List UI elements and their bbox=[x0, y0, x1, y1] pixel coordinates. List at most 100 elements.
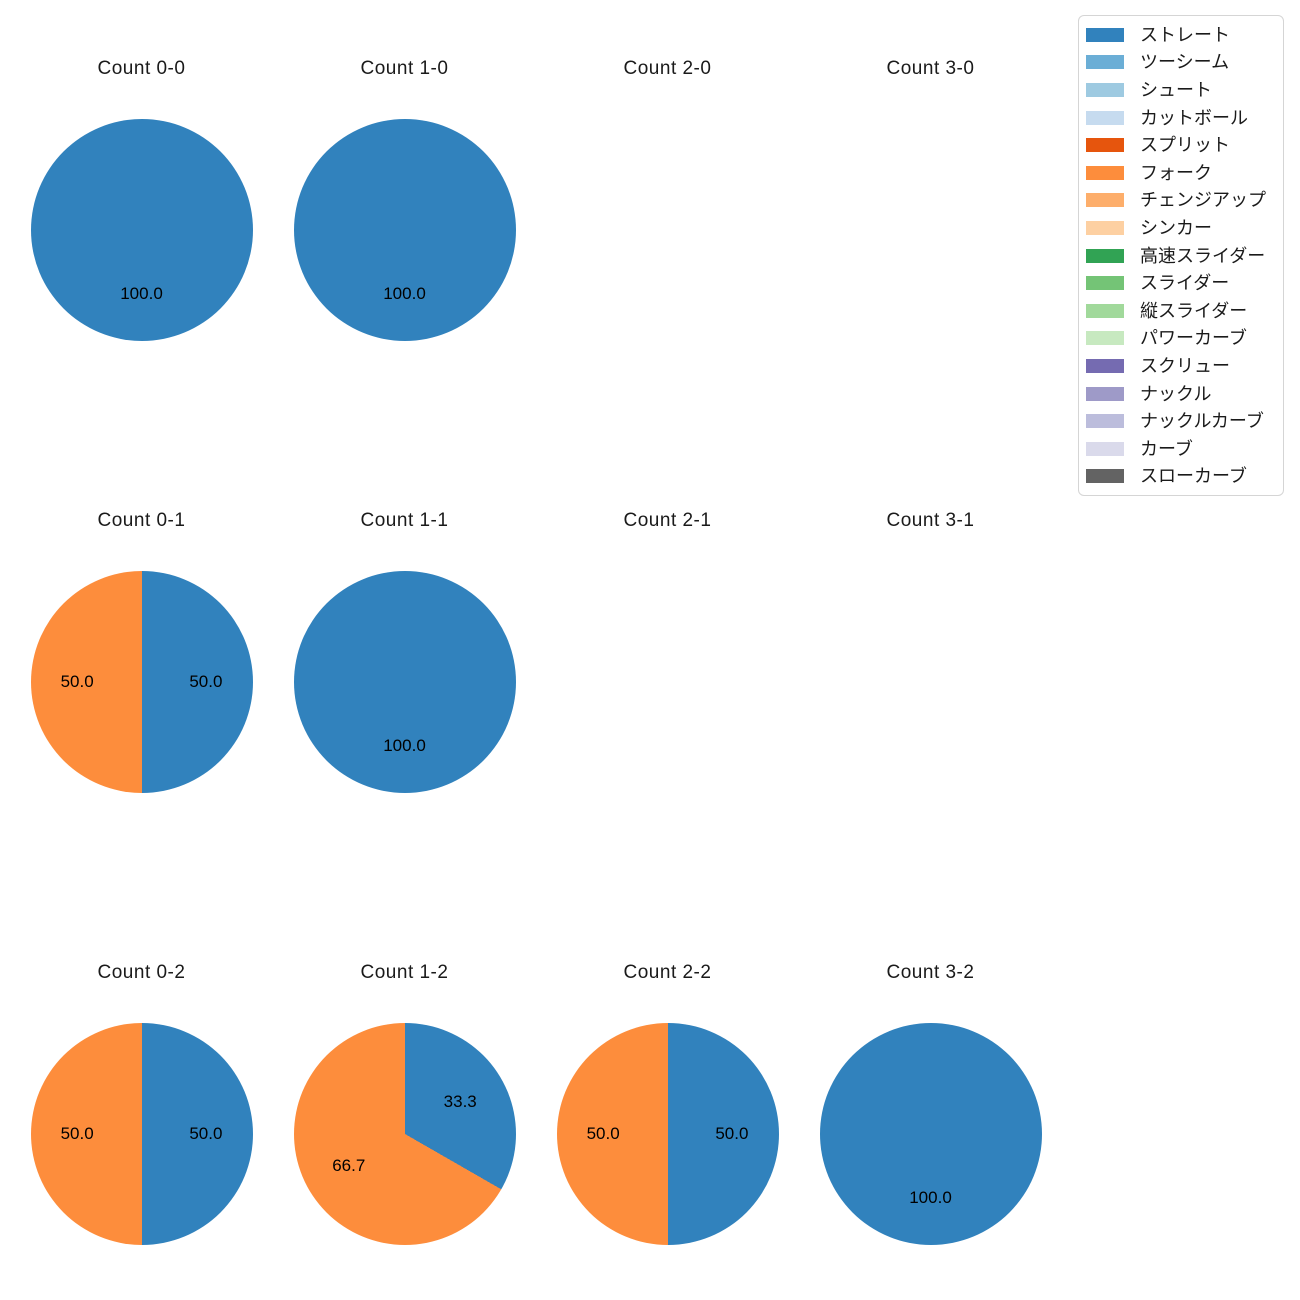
chart-title: Count 2-0 bbox=[623, 58, 712, 79]
pie-chart: 100.0 bbox=[819, 1023, 1042, 1245]
pie-slice-label: 50.0 bbox=[715, 1124, 749, 1143]
legend-item: シンカー bbox=[1086, 214, 1275, 242]
legend-item: カットボール bbox=[1086, 104, 1275, 132]
legend-label: スローカーブ bbox=[1140, 466, 1247, 487]
legend-label: ナックル bbox=[1140, 383, 1212, 404]
pie-slice-label: 66.7 bbox=[332, 1156, 366, 1176]
chart-title: Count 1-2 bbox=[360, 962, 449, 983]
chart-cell-count-3-2: Count 3-2 100.0 bbox=[799, 958, 1062, 1245]
chart-cell-count-1-2: Count 1-2 33.3 66.7 bbox=[273, 958, 536, 1245]
legend-label: ナックルカーブ bbox=[1140, 411, 1264, 432]
chart-title: Count 3-2 bbox=[886, 962, 975, 983]
chart-title: Count 3-1 bbox=[886, 510, 975, 531]
legend-item: カーブ bbox=[1086, 435, 1275, 463]
legend-swatch-icon bbox=[1086, 165, 1124, 180]
legend-item: ストレート bbox=[1086, 21, 1275, 49]
legend-swatch-icon bbox=[1086, 303, 1124, 318]
pie-slice-label: 100.0 bbox=[383, 284, 426, 304]
pie-circle bbox=[819, 1023, 1042, 1245]
pie-chart: 50.0 50.0 bbox=[30, 571, 253, 793]
chart-title: Count 3-0 bbox=[886, 58, 975, 79]
pie-chart: 50.0 50.0 bbox=[556, 1023, 779, 1245]
legend-label: ストレート bbox=[1140, 24, 1230, 45]
chart-title: Count 2-2 bbox=[623, 962, 712, 983]
pie-slice-label: 50.0 bbox=[189, 1124, 223, 1143]
legend-item: スプリット bbox=[1086, 131, 1275, 159]
legend-swatch-icon bbox=[1086, 55, 1124, 70]
legend-swatch-icon bbox=[1086, 276, 1124, 291]
chart-cell-count-0-2: Count 0-2 50.0 50.0 bbox=[10, 958, 273, 1245]
legend-item: スローカーブ bbox=[1086, 463, 1275, 491]
chart-title: Count 1-1 bbox=[360, 510, 449, 531]
legend-swatch-icon bbox=[1086, 386, 1124, 401]
legend-swatch-icon bbox=[1086, 193, 1124, 208]
pie-circle bbox=[556, 1023, 779, 1245]
legend-label: ツーシーム bbox=[1140, 52, 1230, 73]
chart-cell-count-0-0: Count 0-0 100.0 bbox=[10, 54, 273, 341]
legend-label: フォーク bbox=[1140, 162, 1212, 183]
pie-chart: 50.0 50.0 bbox=[30, 1023, 253, 1245]
legend-swatch-icon bbox=[1086, 331, 1124, 346]
legend-label: スプリット bbox=[1140, 135, 1230, 156]
legend-label: 高速スライダー bbox=[1140, 245, 1266, 266]
pie-slice-label: 33.3 bbox=[443, 1091, 477, 1111]
legend-label: スクリュー bbox=[1140, 355, 1230, 376]
pie-circle bbox=[293, 119, 516, 341]
chart-cell-count-1-1: Count 1-1 100.0 bbox=[273, 506, 536, 793]
pie-circle bbox=[293, 571, 516, 793]
chart-cell-count-2-2: Count 2-2 50.0 50.0 bbox=[536, 958, 799, 1245]
legend-swatch-icon bbox=[1086, 82, 1124, 97]
pie-chart: 33.3 66.7 bbox=[293, 1023, 516, 1245]
pie-slice-label: 50.0 bbox=[60, 1124, 94, 1143]
pie-circle bbox=[30, 571, 253, 793]
legend-label: 縦スライダー bbox=[1140, 300, 1248, 321]
legend-item: スクリュー bbox=[1086, 352, 1275, 380]
pie-slice-label: 50.0 bbox=[60, 672, 94, 691]
chart-cell-count-2-0: Count 2-0 bbox=[536, 54, 799, 84]
legend-item: ナックルカーブ bbox=[1086, 407, 1275, 435]
chart-title: Count 0-0 bbox=[97, 58, 186, 79]
legend-item: フォーク bbox=[1086, 159, 1275, 187]
pie-chart: 100.0 bbox=[30, 119, 253, 341]
legend-label: シンカー bbox=[1140, 217, 1212, 238]
pie-chart: 100.0 bbox=[293, 571, 516, 793]
chart-title: Count 2-1 bbox=[623, 510, 712, 531]
legend: ストレートツーシームシュートカットボール スプリットフォークチェンジアップ シンカー… bbox=[1078, 15, 1284, 497]
chart-title: Count 0-2 bbox=[97, 962, 186, 983]
legend-item: ツーシーム bbox=[1086, 49, 1275, 77]
chart-cell-count-3-0: Count 3-0 bbox=[799, 54, 1062, 84]
pie-chart: 100.0 bbox=[293, 119, 516, 341]
pie-slice-label: 50.0 bbox=[586, 1124, 620, 1143]
chart-title: Count 0-1 bbox=[97, 510, 186, 531]
legend-item: スライダー bbox=[1086, 269, 1275, 297]
legend-item: ナックル bbox=[1086, 380, 1275, 408]
legend-item: 縦スライダー bbox=[1086, 297, 1275, 325]
legend-label: スライダー bbox=[1140, 273, 1230, 294]
pie-slice-label: 100.0 bbox=[383, 736, 426, 756]
chart-cell-count-2-1: Count 2-1 bbox=[536, 506, 799, 536]
chart-cell-count-1-0: Count 1-0 100.0 bbox=[273, 54, 536, 341]
chart-title: Count 1-0 bbox=[360, 58, 449, 79]
legend-label: カットボール bbox=[1140, 107, 1248, 128]
legend-label: チェンジアップ bbox=[1140, 190, 1266, 211]
legend-swatch-icon bbox=[1086, 110, 1124, 125]
legend-label: パワーカーブ bbox=[1140, 328, 1247, 349]
pie-circle bbox=[30, 1023, 253, 1245]
pie-slice-label: 50.0 bbox=[189, 672, 223, 691]
legend-label: シュート bbox=[1140, 79, 1212, 100]
legend-swatch-icon bbox=[1086, 27, 1124, 42]
legend-swatch-icon bbox=[1086, 358, 1124, 373]
legend-label: カーブ bbox=[1140, 438, 1193, 459]
pie-slice-label: 100.0 bbox=[120, 284, 163, 304]
chart-cell-count-3-1: Count 3-1 bbox=[799, 506, 1062, 536]
legend-swatch-icon bbox=[1086, 469, 1124, 484]
legend-swatch-icon bbox=[1086, 248, 1124, 263]
pie-slice-label: 100.0 bbox=[909, 1188, 952, 1208]
legend-item: シュート bbox=[1086, 76, 1275, 104]
legend-item: チェンジアップ bbox=[1086, 187, 1275, 215]
pie-circle bbox=[293, 1023, 516, 1245]
legend-swatch-icon bbox=[1086, 441, 1124, 456]
legend-swatch-icon bbox=[1086, 220, 1124, 235]
chart-cell-count-0-1: Count 0-1 50.0 50.0 bbox=[10, 506, 273, 793]
